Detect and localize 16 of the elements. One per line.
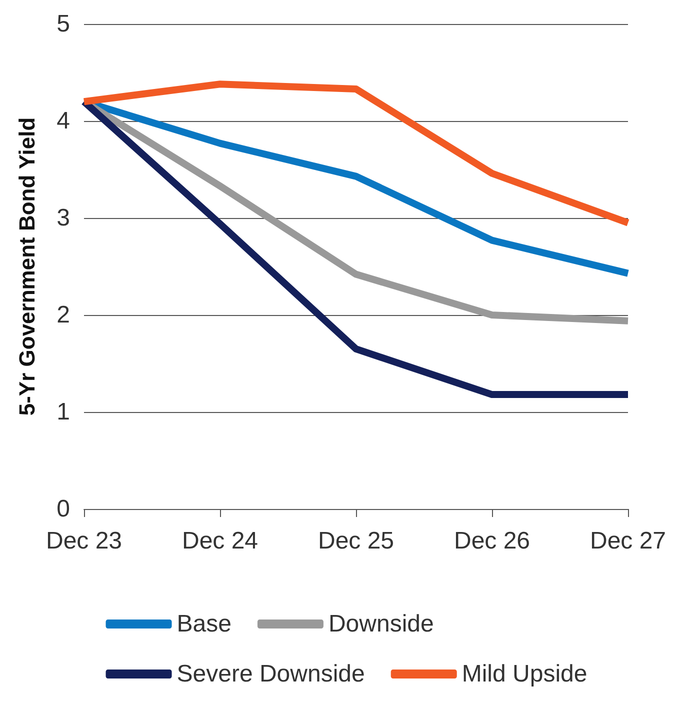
legend-label: Mild Upside xyxy=(462,660,588,688)
x-tick-label: Dec 23 xyxy=(46,528,122,554)
y-tick-label: 0 xyxy=(56,496,70,522)
legend-label: Severe Downside xyxy=(176,660,365,688)
y-tick-label: 3 xyxy=(56,204,70,232)
x-tick-label: Dec 24 xyxy=(182,528,258,554)
x-tick-label: Dec 26 xyxy=(454,528,530,554)
x-tick-label: Dec 25 xyxy=(318,528,394,554)
y-tick-label: 4 xyxy=(56,108,70,134)
y-tick-label: 5 xyxy=(56,10,70,38)
legend-label: Downside xyxy=(328,610,434,638)
y-tick-label: 2 xyxy=(56,302,70,328)
x-tick-label: Dec 27 xyxy=(590,528,666,554)
y-axis-title: 5-Yr Government Bond Yield xyxy=(14,117,40,416)
legend-label: Base xyxy=(176,610,232,638)
y-tick-label: 1 xyxy=(56,398,70,426)
